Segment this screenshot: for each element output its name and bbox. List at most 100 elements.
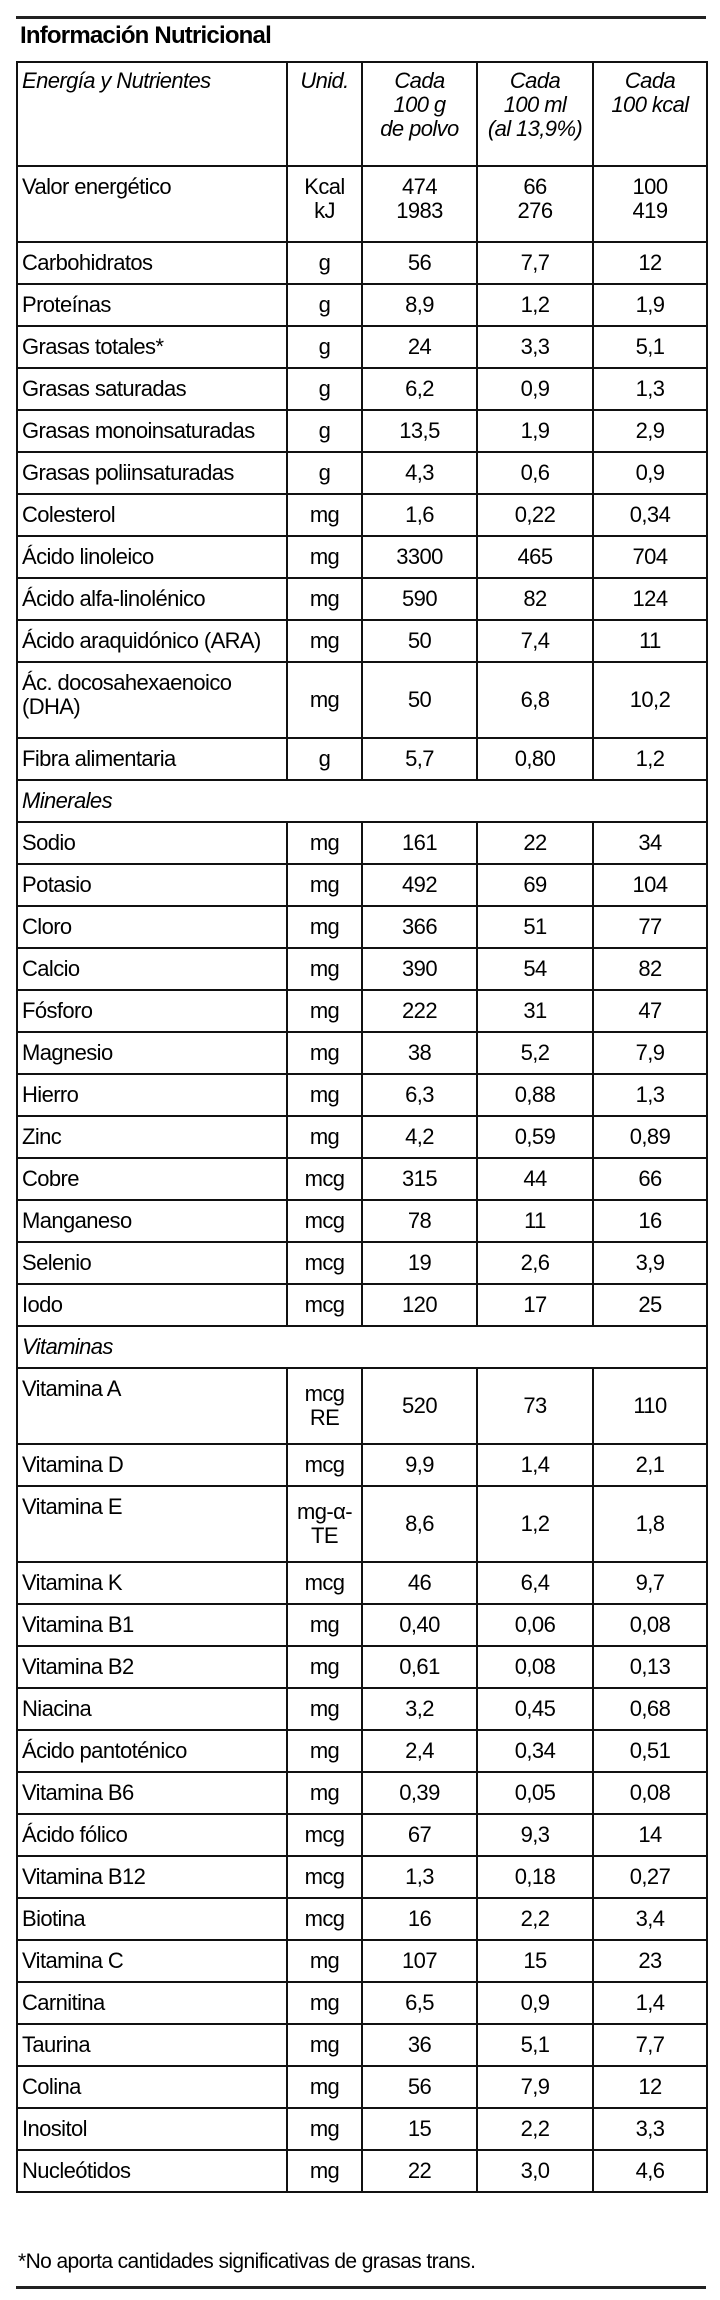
value-per-100g: 520: [361, 1367, 478, 1445]
value-per-100g: 78: [361, 1199, 478, 1243]
table-row: Cobre mcg 315 44 66: [16, 1157, 708, 1201]
nutrient-name: Valor energético: [16, 165, 288, 243]
unit: g: [286, 737, 363, 781]
value-per-100g: 8,6: [361, 1485, 478, 1563]
value-per-100kcal: 110: [592, 1367, 708, 1445]
unit: mg: [286, 535, 363, 579]
value-per-100kcal: 47: [592, 989, 708, 1033]
unit: mg: [286, 619, 363, 663]
nutrient-name: Hierro: [16, 1073, 288, 1117]
page-title: Información Nutricional: [20, 22, 272, 49]
unit: mg: [286, 1981, 363, 2025]
table-row: Grasas totales* g 24 3,3 5,1: [16, 325, 708, 369]
unit: mg: [286, 661, 363, 739]
nutrient-name: Biotina: [16, 1897, 288, 1941]
value-per-100ml: 69: [476, 863, 594, 907]
value-per-100g: 6,2: [361, 367, 478, 411]
value-per-100kcal: 82: [592, 947, 708, 991]
value-per-100kcal: 12: [592, 2065, 708, 2109]
table-row: Ácido alfa-linolénico mg 590 82 124: [16, 577, 708, 621]
value-per-100kcal: 9,7: [592, 1561, 708, 1605]
unit: mg: [286, 989, 363, 1033]
nutrient-name: Ácido pantoténico: [16, 1729, 288, 1773]
value-per-100g: 56: [361, 2065, 478, 2109]
nutrient-name: Vitamina C: [16, 1939, 288, 1983]
value-per-100ml: 0,59: [476, 1115, 594, 1159]
nutrient-name: Iodo: [16, 1283, 288, 1327]
nutrient-name: Vitamina D: [16, 1443, 288, 1487]
table-row: Taurina mg 36 5,1 7,7: [16, 2023, 708, 2067]
nutrient-name: Fósforo: [16, 989, 288, 1033]
value-per-100ml: 0,9: [476, 367, 594, 411]
value-per-100g: 13,5: [361, 409, 478, 453]
nutrient-name: Ácido fólico: [16, 1813, 288, 1857]
value-per-100kcal: 1,3: [592, 1073, 708, 1117]
value-per-100g: 4,2: [361, 1115, 478, 1159]
unit: g: [286, 367, 363, 411]
table-row: Carnitina mg 6,5 0,9 1,4: [16, 1981, 708, 2025]
table-row: Ácido fólico mcg 67 9,3 14: [16, 1813, 708, 1857]
value-per-100g: 222: [361, 989, 478, 1033]
value-per-100g: 36: [361, 2023, 478, 2067]
value-per-100g: 5,7: [361, 737, 478, 781]
header-per-100g: Cada 100 g de polvo: [361, 61, 478, 167]
value-per-100ml: 0,9: [476, 1981, 594, 2025]
value-per-100ml: 17: [476, 1283, 594, 1327]
nutrient-name: Ácido linoleico: [16, 535, 288, 579]
value-per-100g: 161: [361, 821, 478, 865]
nutrient-name: Selenio: [16, 1241, 288, 1285]
unit: mcg: [286, 1241, 363, 1285]
value-per-100kcal: 1,2: [592, 737, 708, 781]
nutrient-name: Carnitina: [16, 1981, 288, 2025]
nutrient-name: Cobre: [16, 1157, 288, 1201]
unit: mg: [286, 1687, 363, 1731]
table-row: Vitamina B1 mg 0,40 0,06 0,08: [16, 1603, 708, 1647]
table-row: Vitamina B6 mg 0,39 0,05 0,08: [16, 1771, 708, 1815]
bottom-rule: [16, 2286, 706, 2289]
unit: mg: [286, 2023, 363, 2067]
value-per-100kcal: 0,51: [592, 1729, 708, 1773]
value-per-100kcal: 2,1: [592, 1443, 708, 1487]
unit: mg: [286, 1729, 363, 1773]
unit: mg: [286, 1073, 363, 1117]
unit: mg: [286, 2149, 363, 2193]
value-per-100ml: 1,2: [476, 1485, 594, 1563]
table-row: Nucleótidos mg 22 3,0 4,6: [16, 2149, 708, 2193]
value-per-100ml: 11: [476, 1199, 594, 1243]
value-per-100ml: 1,9: [476, 409, 594, 453]
value-per-100g: 50: [361, 661, 478, 739]
unit: mcg: [286, 1855, 363, 1899]
value-per-100kcal: 1,3: [592, 367, 708, 411]
table-row: Potasio mg 492 69 104: [16, 863, 708, 907]
nutrient-name: Colina: [16, 2065, 288, 2109]
nutrient-name: Magnesio: [16, 1031, 288, 1075]
value-per-100ml: 465: [476, 535, 594, 579]
value-per-100ml: 15: [476, 1939, 594, 1983]
value-per-100kcal: 0,89: [592, 1115, 708, 1159]
value-per-100kcal: 1,8: [592, 1485, 708, 1563]
value-per-100g: 315: [361, 1157, 478, 1201]
value-per-100ml: 31: [476, 989, 594, 1033]
nutrient-name: Nucleótidos: [16, 2149, 288, 2193]
nutrient-name: Vitamina B12: [16, 1855, 288, 1899]
value-per-100ml: 7,4: [476, 619, 594, 663]
value-per-100ml: 6,4: [476, 1561, 594, 1605]
value-per-100kcal: 1,4: [592, 1981, 708, 2025]
value-per-100ml: 3,3: [476, 325, 594, 369]
value-per-100g: 3300: [361, 535, 478, 579]
value-per-100ml: 1,2: [476, 283, 594, 327]
value-per-100kcal: 3,9: [592, 1241, 708, 1285]
value-per-100g: 15: [361, 2107, 478, 2151]
value-per-100kcal: 0,08: [592, 1603, 708, 1647]
table-row: Calcio mg 390 54 82: [16, 947, 708, 991]
nutrient-name: Vitamina K: [16, 1561, 288, 1605]
nutrient-name: Grasas totales*: [16, 325, 288, 369]
unit: g: [286, 451, 363, 495]
value-per-100ml: 0,45: [476, 1687, 594, 1731]
table-row: Fósforo mg 222 31 47: [16, 989, 708, 1033]
nutrient-name: Zinc: [16, 1115, 288, 1159]
nutrient-name: Vitamina B6: [16, 1771, 288, 1815]
